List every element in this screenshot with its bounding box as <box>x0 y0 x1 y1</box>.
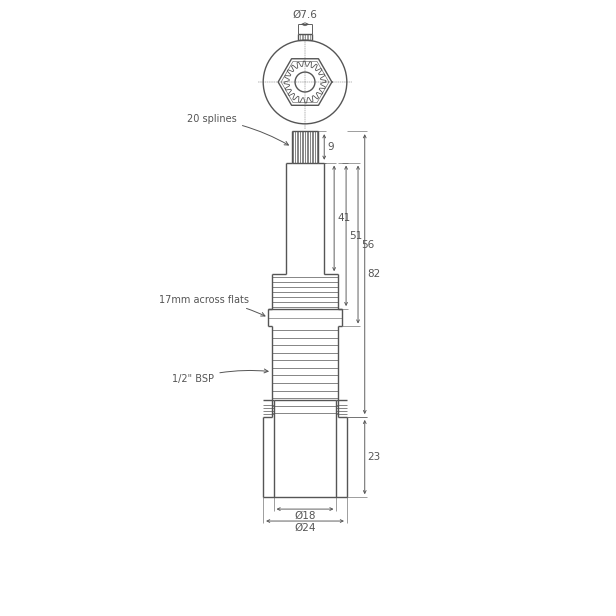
Text: Ø7.6: Ø7.6 <box>293 9 317 19</box>
Text: 23: 23 <box>368 452 381 462</box>
Text: 56: 56 <box>361 240 375 249</box>
Text: 1/2" BSP: 1/2" BSP <box>172 369 268 384</box>
Text: 41: 41 <box>337 213 351 224</box>
Text: 82: 82 <box>368 269 381 279</box>
Text: Ø18: Ø18 <box>294 511 316 521</box>
Text: 20 splines: 20 splines <box>187 114 288 145</box>
Text: 9: 9 <box>327 142 334 152</box>
Text: 51: 51 <box>349 231 362 241</box>
Text: 17mm across flats: 17mm across flats <box>159 295 265 316</box>
Text: Ø24: Ø24 <box>294 523 316 533</box>
